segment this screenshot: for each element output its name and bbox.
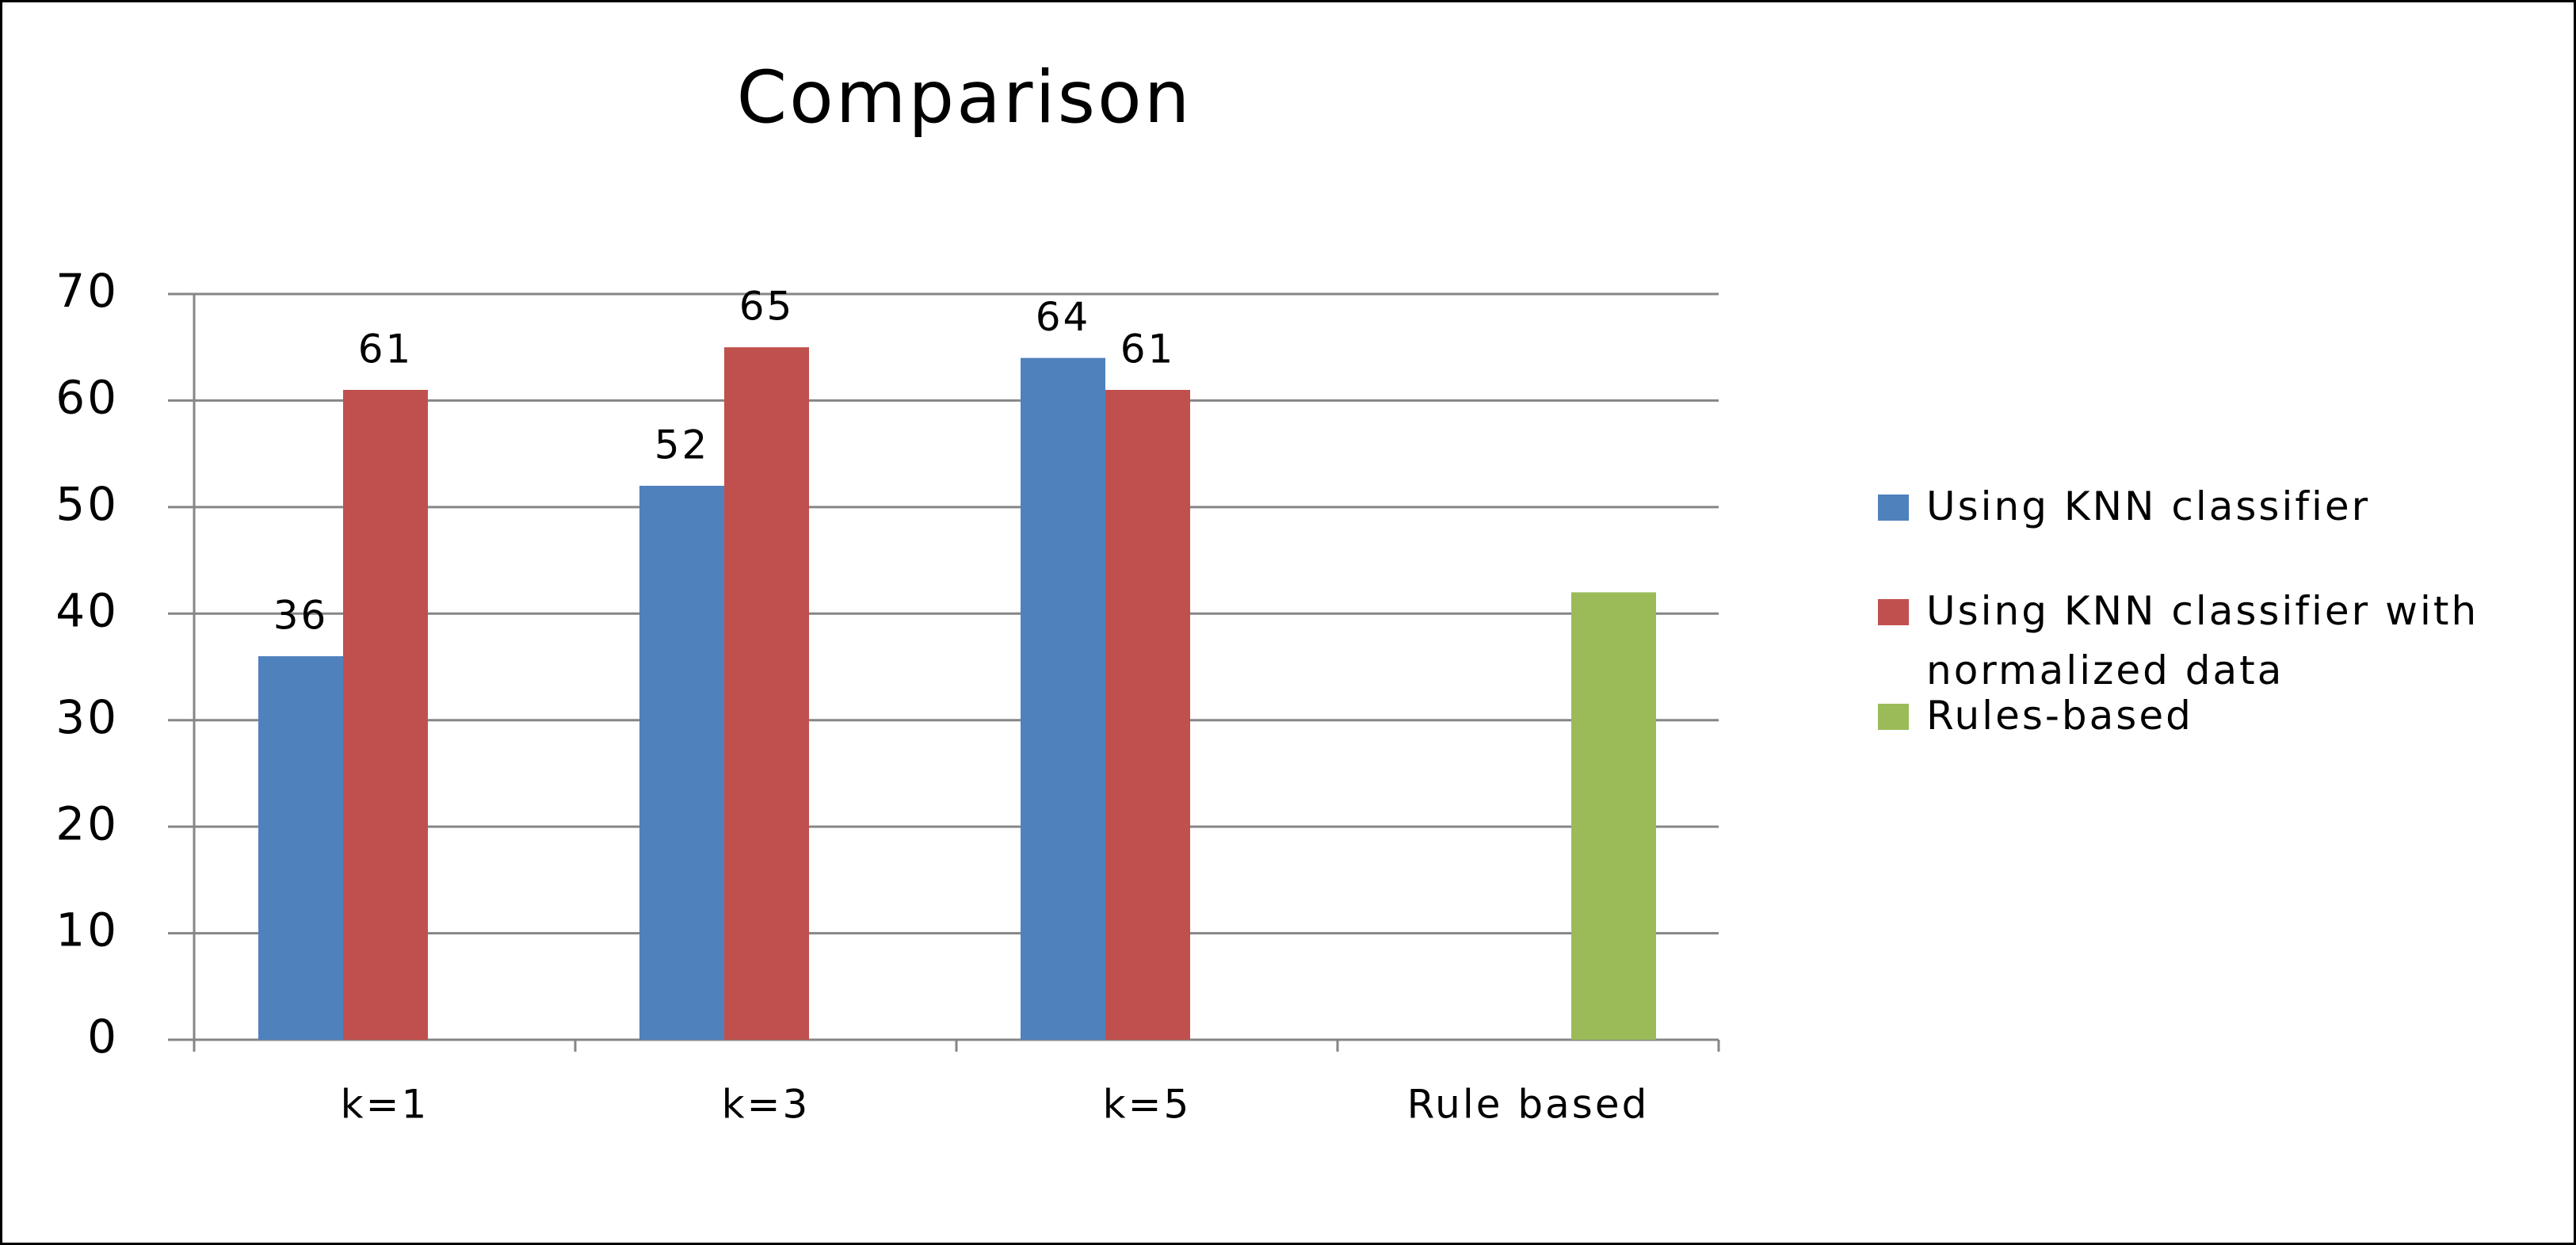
legend-entry: Using KNN classifier	[1878, 483, 2560, 537]
y-tick-label: 30	[55, 690, 119, 744]
bar	[639, 485, 724, 1040]
data-label: 64	[1036, 294, 1091, 340]
legend-label: Using KNN classifier with normalized dat…	[1926, 588, 2479, 693]
bar	[258, 656, 343, 1040]
bar	[1021, 357, 1105, 1041]
bar	[1105, 389, 1190, 1040]
legend-entry: Using KNN classifier with normalized dat…	[1878, 588, 2560, 701]
x-tick-label: k=1	[341, 1082, 429, 1128]
legend-label: Rules-based	[1926, 693, 2193, 739]
data-label: 61	[358, 326, 414, 372]
data-label: 52	[654, 422, 710, 468]
legend-entry: Rules-based	[1878, 693, 2560, 746]
y-tick-label: 0	[87, 1010, 119, 1064]
bar	[724, 347, 809, 1040]
x-tick-label: k=3	[722, 1082, 811, 1128]
y-tick-label: 20	[55, 796, 119, 850]
data-label: 61	[1120, 326, 1176, 372]
legend-swatch	[1878, 704, 1909, 730]
y-tick-label: 50	[55, 477, 119, 531]
x-tick-label: Rule based	[1407, 1082, 1650, 1128]
chart-title: Comparison	[737, 56, 1193, 139]
y-tick-label: 40	[55, 583, 119, 637]
legend-swatch	[1878, 495, 1909, 521]
y-tick-label: 10	[55, 903, 119, 957]
bar	[1571, 592, 1656, 1040]
y-tick-label: 60	[55, 371, 119, 425]
legend-swatch	[1878, 599, 1909, 625]
y-tick-label: 70	[55, 264, 119, 318]
data-label: 36	[273, 593, 329, 639]
x-tick-label: k=5	[1103, 1082, 1192, 1128]
legend-label: Using KNN classifier	[1926, 483, 2371, 529]
data-label: 65	[739, 284, 795, 330]
bar	[343, 389, 428, 1040]
